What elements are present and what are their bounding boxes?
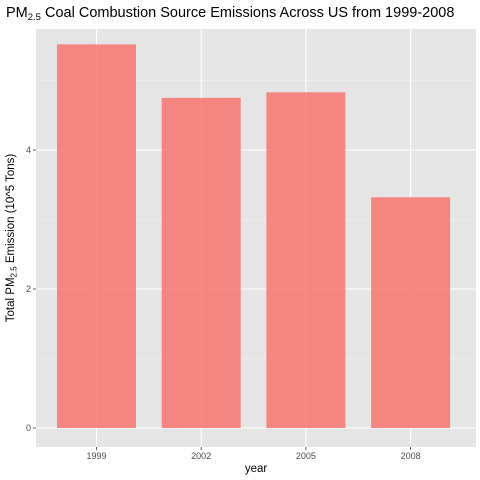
bar-2002	[161, 97, 241, 428]
y-tick-label: 2	[26, 284, 31, 294]
y-axis-title-suffix: Emission (10^5 Tons)	[5, 154, 17, 267]
chart-title-prefix: PM	[6, 5, 28, 21]
chart-title-subscript: 2.5	[28, 12, 41, 23]
bars	[57, 44, 451, 429]
x-axis-ticks: 1999 2002 2005 2008	[86, 447, 421, 461]
x-tick-label: 2002	[191, 451, 211, 461]
bar-2005	[266, 92, 346, 428]
y-axis-title-subscript: 2.5	[10, 266, 19, 278]
x-tick-label: 2005	[296, 451, 316, 461]
y-tick-label: 4	[26, 145, 31, 155]
y-axis-title-prefix: Total PM	[5, 277, 17, 322]
y-axis-ticks: 0 2 4	[26, 145, 36, 433]
x-axis-title: year	[245, 463, 268, 475]
chart-title: PM2.5 Coal Combustion Source Emissions A…	[6, 5, 454, 23]
y-axis-title: Total PM2.5 Emission (10^5 Tons)	[5, 154, 19, 323]
bar-2008	[371, 197, 451, 428]
x-tick-label: 2008	[401, 451, 421, 461]
chart-title-suffix: Coal Combustion Source Emissions Across …	[41, 5, 454, 21]
bar-1999	[57, 44, 136, 429]
x-tick-label: 1999	[86, 451, 106, 461]
y-tick-label: 0	[26, 423, 31, 433]
